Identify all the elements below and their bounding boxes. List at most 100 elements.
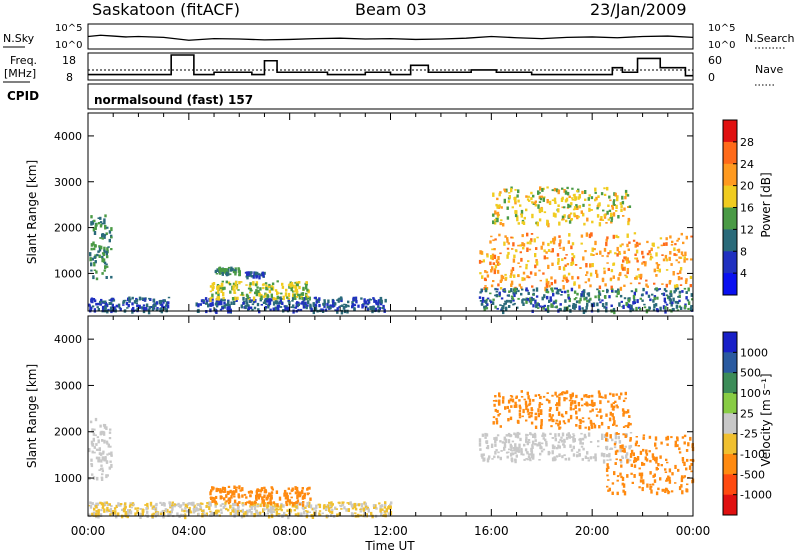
echo-cell bbox=[523, 298, 527, 301]
echo-cell bbox=[603, 187, 606, 190]
echo-cell bbox=[571, 392, 574, 397]
echo-cell bbox=[145, 303, 149, 307]
echo-cell bbox=[250, 505, 253, 510]
echo-cell bbox=[609, 411, 612, 416]
echo-cell bbox=[597, 294, 600, 299]
echo-cell bbox=[211, 293, 214, 298]
echo-cell bbox=[496, 197, 499, 201]
echo-cell bbox=[633, 232, 637, 235]
echo-cell bbox=[160, 503, 164, 506]
echo-cell bbox=[586, 217, 589, 222]
echo-cell bbox=[504, 276, 508, 280]
echo-cell bbox=[131, 296, 134, 300]
echo-cell bbox=[553, 300, 556, 303]
echo-cell bbox=[554, 299, 558, 302]
echo-cell bbox=[559, 426, 562, 429]
echo-cell bbox=[572, 303, 575, 307]
echo-cell bbox=[505, 434, 508, 437]
echo-cell bbox=[634, 288, 638, 293]
echo-cell bbox=[517, 297, 520, 300]
echo-cell bbox=[671, 240, 674, 244]
echo-cell bbox=[89, 308, 93, 311]
echo-cell bbox=[606, 210, 609, 215]
echo-cell bbox=[534, 434, 537, 439]
echo-cell bbox=[104, 225, 107, 230]
echo-cell bbox=[485, 440, 489, 445]
ytick-label: 2000 bbox=[54, 426, 82, 439]
echo-cell bbox=[100, 459, 103, 463]
echo-cell bbox=[272, 501, 276, 505]
echo-cell bbox=[497, 261, 500, 266]
echo-cell bbox=[530, 447, 533, 452]
echo-cell bbox=[177, 505, 181, 508]
echo-cell bbox=[214, 303, 218, 306]
echo-cell bbox=[276, 280, 279, 283]
echo-cell bbox=[584, 435, 587, 439]
echo-cell bbox=[205, 310, 208, 314]
echo-cell bbox=[613, 199, 616, 202]
echo-cell bbox=[679, 284, 683, 286]
echo-cell bbox=[512, 258, 516, 263]
echo-cell bbox=[152, 298, 156, 303]
echo-cell bbox=[117, 502, 120, 507]
echo-cell bbox=[538, 402, 542, 404]
echo-cell bbox=[685, 449, 689, 452]
echo-cell bbox=[199, 303, 202, 306]
echo-cell bbox=[492, 421, 495, 425]
echo-cell bbox=[256, 302, 260, 307]
echo-cell bbox=[620, 208, 623, 212]
echo-cell bbox=[554, 201, 557, 204]
echo-cell bbox=[240, 306, 244, 309]
echo-cell bbox=[252, 281, 255, 285]
echo-cell bbox=[548, 419, 551, 422]
echo-cell bbox=[323, 299, 326, 302]
echo-cell bbox=[154, 508, 157, 511]
echo-cell bbox=[366, 299, 370, 301]
echo-cell bbox=[656, 269, 659, 272]
echo-cell bbox=[563, 454, 566, 457]
echo-cell bbox=[226, 306, 229, 310]
echo-cell bbox=[669, 290, 673, 293]
echo-cell bbox=[634, 243, 637, 248]
echo-cell bbox=[257, 308, 260, 312]
echo-cell bbox=[580, 234, 584, 238]
echo-cell bbox=[301, 489, 304, 495]
echo-cell bbox=[558, 266, 561, 270]
echo-cell bbox=[609, 250, 612, 254]
echo-cell bbox=[98, 452, 102, 455]
echo-cell bbox=[587, 292, 591, 297]
echo-cell bbox=[497, 451, 500, 454]
echo-cell bbox=[611, 482, 615, 485]
colorbar-swatch bbox=[723, 229, 737, 252]
echo-cell bbox=[553, 197, 557, 202]
echo-cell bbox=[612, 262, 616, 266]
echo-cell bbox=[105, 501, 108, 504]
echo-cell bbox=[565, 219, 568, 223]
echo-cell bbox=[623, 250, 626, 254]
echo-cell bbox=[528, 402, 532, 405]
echo-cell bbox=[678, 451, 682, 454]
echo-region-7 bbox=[491, 186, 632, 228]
echo-cell bbox=[300, 295, 303, 298]
echo-cell bbox=[531, 201, 534, 204]
echo-cell bbox=[297, 282, 300, 284]
echo-cell bbox=[560, 198, 564, 202]
echo-cell bbox=[323, 305, 326, 308]
echo-cell bbox=[638, 274, 641, 278]
echo-cell bbox=[557, 258, 560, 263]
echo-cell bbox=[91, 443, 94, 447]
echo-cell bbox=[99, 431, 102, 436]
echo-cell bbox=[620, 392, 623, 396]
echo-cell bbox=[379, 297, 382, 300]
echo-cell bbox=[385, 508, 388, 513]
echo-cell bbox=[605, 302, 608, 306]
echo-cell bbox=[587, 426, 591, 431]
echo-cell bbox=[141, 306, 144, 310]
echo-cell bbox=[228, 304, 231, 308]
echo-cell bbox=[486, 458, 490, 463]
echo-cell bbox=[598, 425, 601, 429]
freq-label-2: [MHz] bbox=[4, 67, 36, 80]
echo-cell bbox=[490, 235, 493, 238]
echo-cell bbox=[539, 196, 543, 201]
